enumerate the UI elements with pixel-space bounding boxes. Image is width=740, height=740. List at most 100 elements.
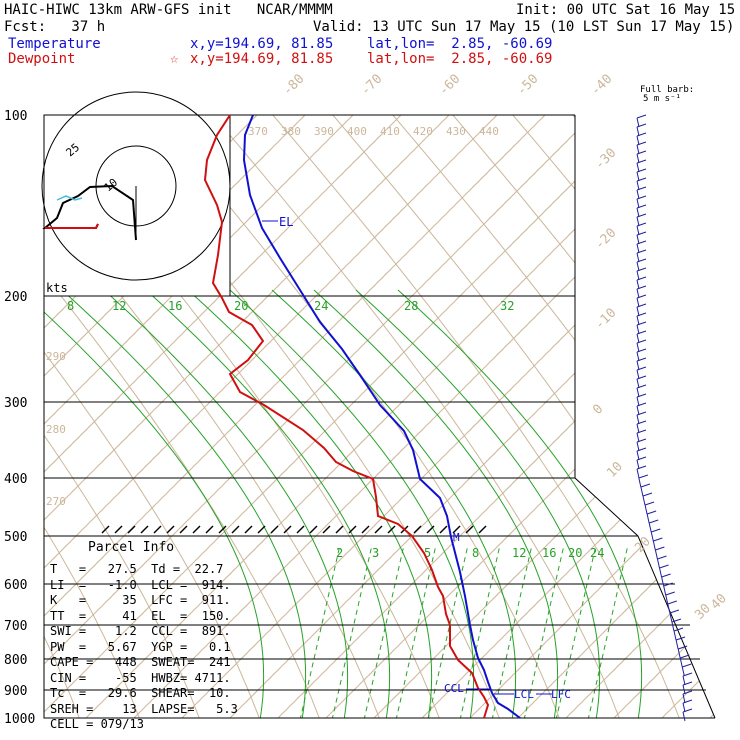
mixing-ratio-label: 8 <box>67 299 74 313</box>
wind-barb-staff <box>636 315 640 326</box>
hodograph-box <box>43 114 231 297</box>
dry-adiabat-line <box>139 115 561 718</box>
wind-barb-staff <box>638 477 642 488</box>
moist-adiabat-line <box>313 289 559 718</box>
wind-barb-staff <box>665 594 669 605</box>
m-label: M <box>453 531 460 544</box>
wind-barb-flag <box>636 366 647 371</box>
wind-barb-flag <box>636 159 647 164</box>
wind-barb-staff <box>654 549 658 560</box>
wind-barb-staff <box>636 180 640 191</box>
wind-barb-flag <box>680 654 690 659</box>
theta-label: 420 <box>413 125 433 138</box>
wind-barb-staff <box>636 153 640 164</box>
wind-barb-flag <box>636 384 647 389</box>
theta-label: 280 <box>46 423 66 436</box>
wind-barb-staff <box>663 585 667 596</box>
wind-barb-staff <box>636 126 640 137</box>
wind-barb-flag <box>655 546 665 551</box>
moist-adiabat-line <box>271 289 517 718</box>
parcel-info-row: CAPE = 448 SWEAT= 241 <box>50 655 231 669</box>
isotherm-line <box>227 115 715 718</box>
wind-barb-flag <box>636 141 647 146</box>
wind-barb-flag <box>636 123 647 128</box>
wind-barb-flag <box>636 240 647 245</box>
parcel-info-title: Parcel Info <box>88 540 175 555</box>
tropopause-hatch <box>335 525 344 534</box>
tropopause-hatch <box>179 525 188 534</box>
wind-barb-staff <box>636 189 640 200</box>
hodograph-ring <box>41 91 231 281</box>
wind-barb-staff <box>636 378 640 389</box>
dry-adiabat-line <box>559 115 715 718</box>
isotherm-label: -70 <box>358 72 385 99</box>
wind-barb-flag <box>661 573 671 578</box>
wind-barb-staff <box>636 171 640 182</box>
theta-label: 440 <box>479 125 499 138</box>
barb-legend-line1: Full barb: <box>640 85 695 95</box>
wind-barb-flag <box>636 348 647 353</box>
wind-barb-flag <box>682 681 693 686</box>
wind-barb-flag <box>649 519 659 524</box>
wind-barb-flag <box>636 285 647 290</box>
isotherm-line <box>44 115 465 718</box>
mixing-ratio-line <box>587 544 629 718</box>
pressure-label: 100 <box>4 109 27 124</box>
dry-adiabat-line <box>199 115 621 718</box>
pressure-label: 400 <box>4 472 27 487</box>
wind-barb-staff <box>636 387 640 398</box>
wind-barb-flag <box>636 267 647 272</box>
moist-adiabat-line <box>397 289 643 718</box>
mixing-ratio-label: 16 <box>168 299 182 313</box>
isotherm-line <box>179 115 715 718</box>
wind-barb-flag <box>636 465 647 470</box>
dry-adiabat-line <box>44 115 321 718</box>
wind-barb-flag <box>636 150 647 155</box>
wind-barb-staff <box>636 423 640 434</box>
wind-barb-staff <box>636 396 640 407</box>
theta-label: 430 <box>446 125 466 138</box>
plot-frame <box>43 115 715 719</box>
tropopause-hatch <box>413 525 422 534</box>
wind-barb-staff <box>636 252 640 263</box>
moist-adiabat-line <box>145 289 391 718</box>
isotherm-line <box>44 115 417 718</box>
parcel-info-row: T = 27.5 Td = 22.7 <box>50 562 224 576</box>
isotherm-line <box>419 115 715 718</box>
wind-barb-staff <box>636 225 640 236</box>
temperature-location: x,y=194.69, 81.85 lat,lon= 2.85, -60.69 <box>190 36 553 52</box>
wind-barb-flag <box>671 618 682 623</box>
wind-barb-flag <box>636 186 647 191</box>
wind-barb-flag <box>636 330 647 335</box>
dewpoint-line <box>203 114 490 719</box>
wind-barb-flag <box>682 699 693 704</box>
wind-barb-staff <box>681 666 685 677</box>
wind-barb-flag <box>657 555 667 560</box>
mixing-ratio-label: 24 <box>314 299 328 313</box>
wind-barb-flag <box>640 483 651 488</box>
tropopause-hatch <box>426 525 435 534</box>
moist-adiabat-line <box>103 289 349 718</box>
pressure-label: 700 <box>4 619 27 634</box>
isotherm-label: -50 <box>514 72 541 99</box>
wind-barb-flag <box>636 168 647 173</box>
pressure-label: 600 <box>4 578 27 593</box>
tropopause-hatch <box>153 525 162 534</box>
mixing-ratio-line <box>523 544 565 718</box>
tropopause-hatch <box>439 525 448 534</box>
wind-barb-staff <box>636 450 640 461</box>
tropopause-hatch <box>140 525 149 534</box>
wind-barb-flag <box>636 321 647 326</box>
tropopause-hatch <box>309 525 318 534</box>
dry-adiabat-line <box>44 115 141 718</box>
wind-barb-staff <box>636 243 640 254</box>
isotherm-line <box>44 115 609 718</box>
mixing-ratio-line <box>459 544 501 718</box>
wind-barb-flag <box>673 627 684 632</box>
mixing-ratio-label: 20 <box>568 546 582 560</box>
dry-adiabat-line <box>44 115 261 718</box>
wind-barb-flag <box>636 276 647 281</box>
tropopause-hatch <box>374 525 383 534</box>
wind-barb-flag <box>659 564 669 569</box>
tropopause-hatch <box>452 525 461 534</box>
